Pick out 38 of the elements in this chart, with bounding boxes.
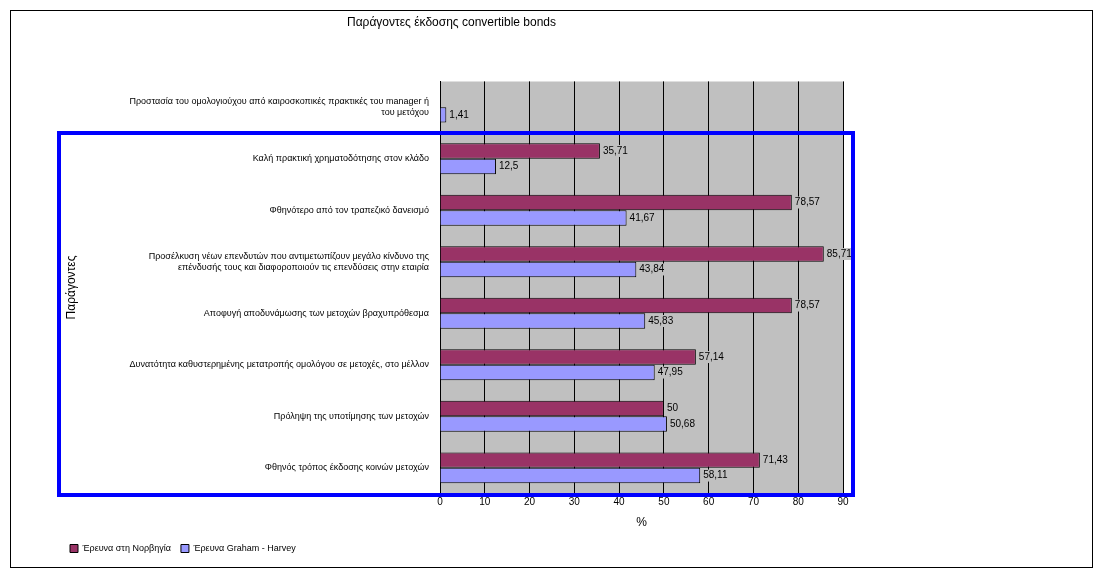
y-tick-label: Πρόληψη της υποτίμησης των μετοχών (273, 410, 430, 421)
x-tick-label: 50 (658, 496, 670, 508)
y-tick-label: Προσέλκυση νέων επενδυτών που αντιμετωπίζουν μεγάλο κίνδυνο της επένδυσής τους και διαφοροποιούν τις επενδύσεις στην εταιρία (148, 250, 430, 272)
data-label: 58,11 (703, 469, 728, 481)
data-label: 85,71 (826, 247, 853, 259)
chart-title: Παράγοντες έκδοσης convertible bonds (346, 14, 557, 29)
data-label: 71,43 (762, 453, 789, 465)
x-tick-label: 40 (613, 496, 626, 508)
y-tick-label: Προστασία του ομολογιούχου από καιροσκοπικές πρακτικές του manager ή του μετόχου (129, 96, 430, 118)
x-tick-label: 70 (747, 496, 760, 508)
data-label: 43,84 (639, 263, 665, 275)
data-label: 57,14 (698, 350, 725, 362)
data-label: 50 (666, 402, 679, 414)
x-tick-label: 30 (568, 496, 581, 508)
y-tick-label: Αποφυγή αποδυνάμωσης των μετοχών βραχυπρόθεσμα (203, 307, 429, 318)
x-tick-label: 0 (437, 496, 444, 508)
y-axis-title: Παράγοντες (63, 255, 78, 320)
data-label: 1,41 (449, 108, 470, 120)
y-tick-label: Καλή πρακτική χρηματοδότησης στον κλάδο (252, 153, 429, 164)
data-label: 41,67 (629, 211, 656, 223)
x-tick-label: 10 (479, 496, 491, 508)
x-axis-title: % (636, 515, 648, 530)
y-tick-label: Φθηνότερο από τον τραπεζικό δανεισμό (269, 204, 429, 215)
legend-label: Έρευνα Graham - Harvey (192, 542, 297, 553)
y-tick-label: Φθηνός τρόπος έκδοσης κοινών μετοχών (264, 462, 430, 473)
x-tick-label: 90 (837, 496, 849, 508)
data-label: 35,71 (602, 144, 629, 156)
data-label: 45,83 (648, 314, 674, 326)
legend-label: Έρευνα στη Νορβηγία (81, 542, 171, 553)
data-label: 47,95 (657, 366, 684, 378)
data-label: 78,57 (794, 196, 821, 208)
x-tick-label: 20 (523, 496, 536, 508)
x-tick-label: 60 (703, 496, 715, 508)
data-label: 50,68 (669, 417, 696, 429)
y-tick-label: Δυνατότητα καθυστερημένης μετατροπής ομολόγου σε μετοχές, στο μέλλον (129, 359, 430, 370)
x-tick-label: 80 (792, 496, 805, 508)
data-label: 78,57 (794, 299, 821, 311)
data-label: 12,5 (498, 160, 519, 172)
